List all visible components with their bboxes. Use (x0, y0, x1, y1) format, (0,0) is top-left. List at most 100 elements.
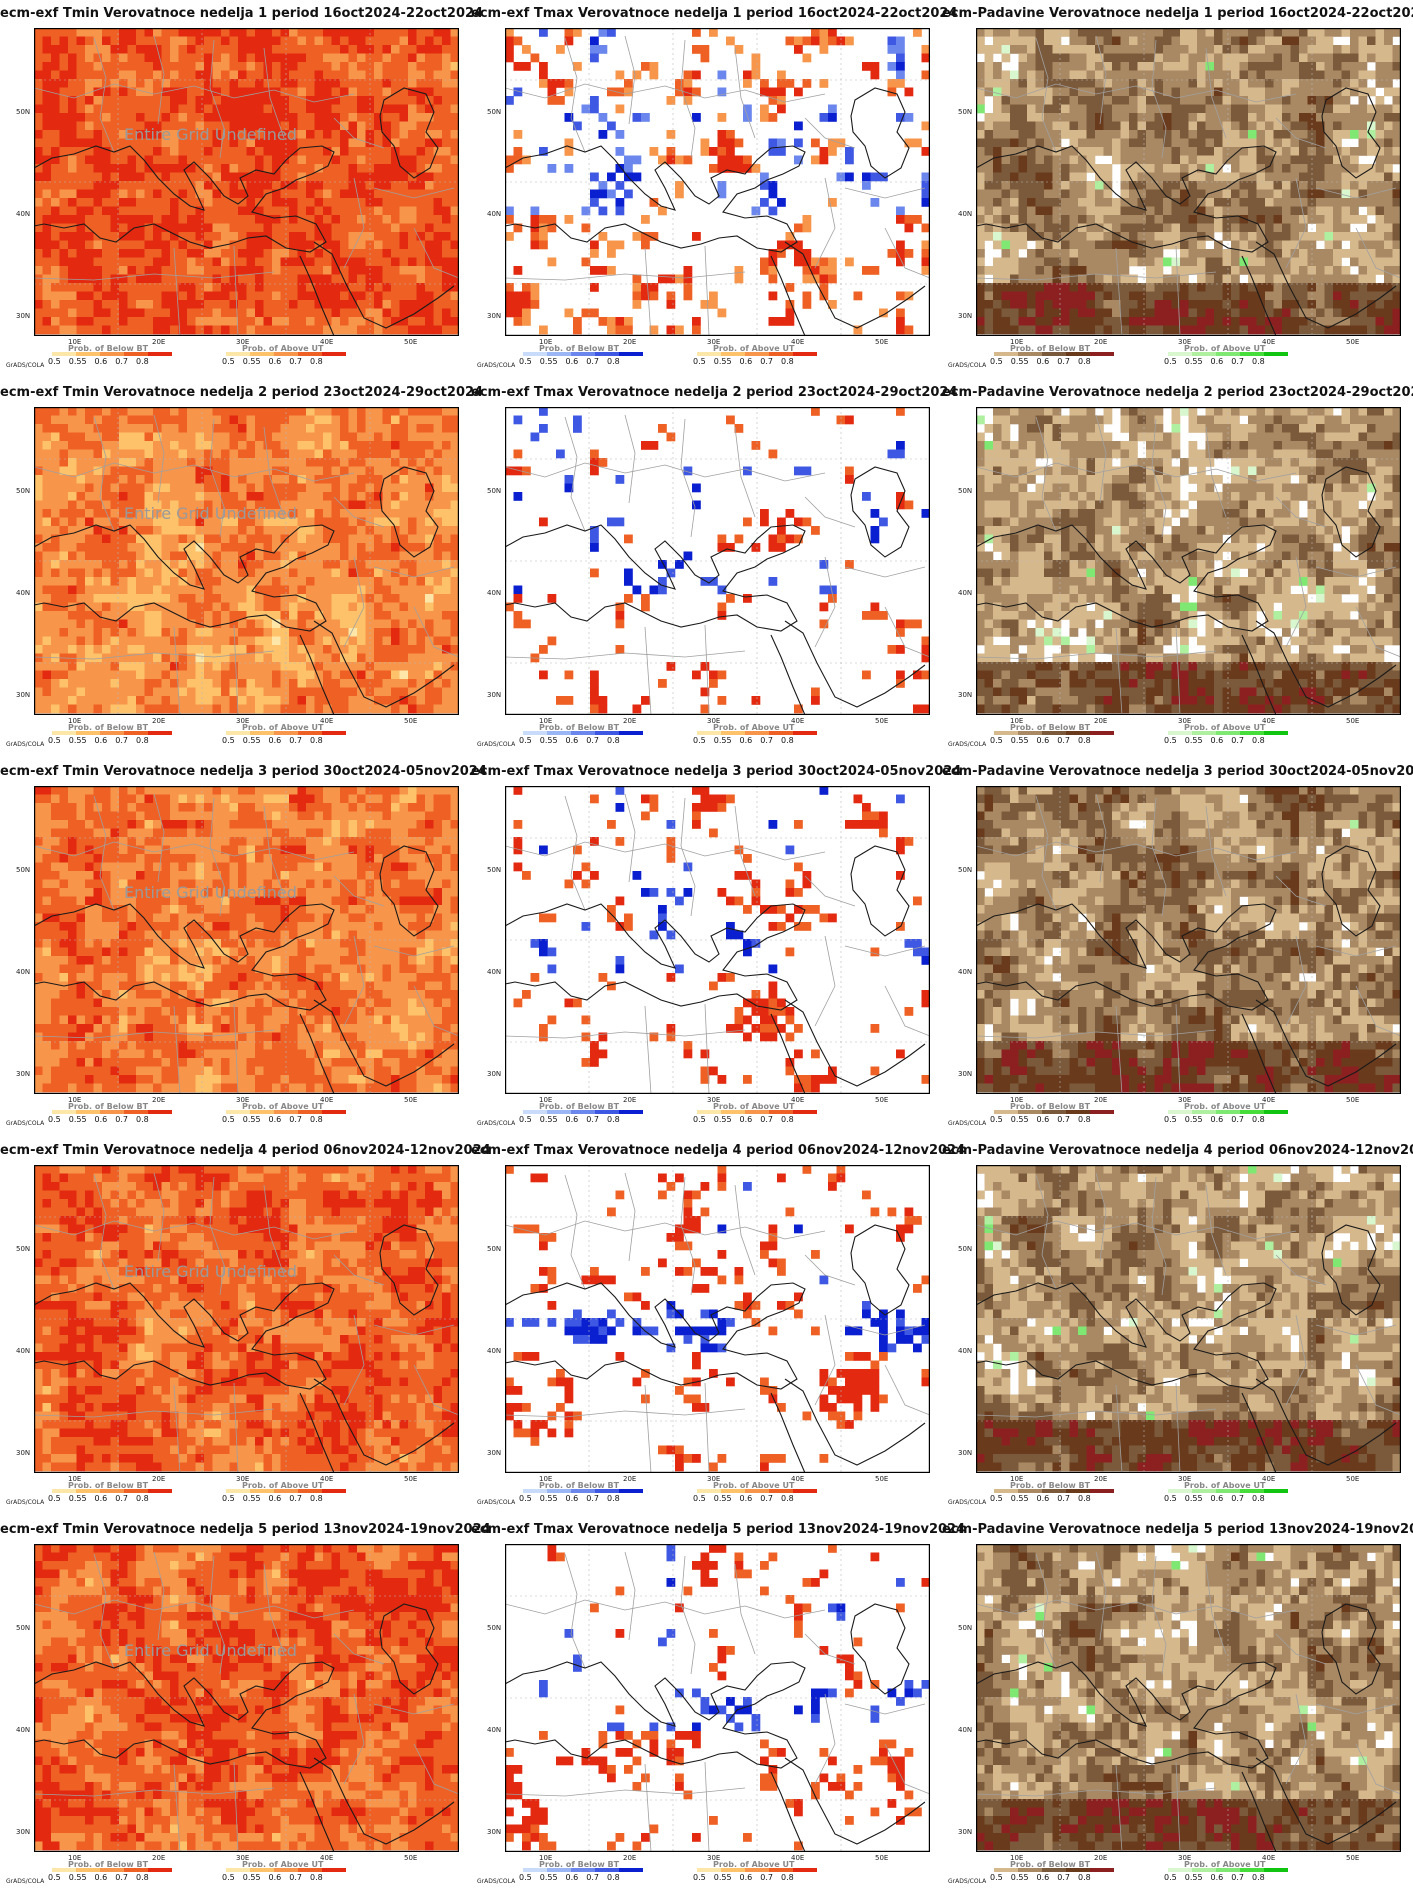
probability-cell (1333, 240, 1342, 250)
probability-cell (1052, 70, 1062, 80)
probability-cell (272, 96, 281, 105)
probability-cell (76, 215, 86, 224)
probability-cell (246, 113, 256, 122)
probability-cell (229, 475, 239, 484)
probability-cell (68, 87, 77, 97)
probability-cell (59, 551, 69, 561)
probability-cell (675, 87, 684, 97)
probability-cell (391, 28, 400, 37)
probability-cell (1384, 155, 1393, 165)
probability-cell (34, 317, 43, 326)
probability-cell (1137, 283, 1147, 292)
probability-cell (314, 206, 324, 216)
probability-cell (212, 36, 222, 46)
probability-cell (1214, 223, 1223, 233)
probability-cell (340, 155, 349, 165)
probability-cell (1384, 283, 1393, 292)
probability-cell (1367, 317, 1376, 326)
probability-cell (1222, 291, 1232, 301)
probability-cell (450, 424, 459, 433)
probability-cell (153, 189, 162, 199)
probability-cell (1112, 53, 1121, 63)
probability-cell (1350, 232, 1359, 241)
probability-cell (34, 551, 43, 561)
probability-cell (1248, 266, 1257, 275)
probability-cell (1018, 266, 1028, 275)
probability-cell (1282, 240, 1291, 250)
probability-cell (1069, 291, 1079, 301)
probability-cell (391, 432, 400, 442)
probability-cell (433, 475, 443, 484)
probability-cell (1248, 130, 1257, 139)
probability-cell (1231, 257, 1240, 267)
probability-cell (204, 232, 213, 241)
probability-cell (187, 164, 196, 173)
probability-cell (246, 449, 256, 459)
probability-cell (993, 138, 1002, 148)
probability-cell (42, 415, 52, 425)
probability-cell (1044, 198, 1053, 207)
probability-cell (1120, 325, 1130, 335)
probability-cell (442, 198, 451, 207)
probability-cell (391, 62, 400, 71)
probability-cell (1035, 206, 1045, 216)
probability-cell (1197, 62, 1206, 71)
probability-cell (1001, 53, 1011, 63)
probability-cell (1239, 79, 1249, 88)
probability-cell (1018, 198, 1028, 207)
probability-cell (229, 249, 239, 258)
probability-cell (513, 147, 523, 156)
probability-cell (1035, 283, 1045, 292)
probability-cell (1222, 121, 1232, 131)
probability-cell (1061, 308, 1070, 318)
probability-cell (127, 232, 137, 241)
probability-cell (153, 257, 162, 267)
probability-cell (178, 300, 188, 309)
probability-cell (976, 308, 985, 318)
probability-cell (1188, 240, 1198, 250)
probability-cell (1341, 206, 1351, 216)
probability-cell (34, 249, 43, 258)
probability-cell (1231, 283, 1240, 292)
probability-cell (802, 274, 812, 284)
probability-cell (59, 164, 69, 173)
probability-cell (984, 181, 994, 190)
probability-cell (340, 79, 349, 88)
probability-cell (641, 240, 650, 250)
probability-cell (238, 415, 247, 425)
probability-cell (433, 53, 443, 63)
probability-cell (408, 28, 417, 37)
probability-cell (34, 45, 43, 54)
probability-cell (178, 291, 188, 301)
probability-cell (408, 475, 417, 484)
probability-cell (1231, 206, 1240, 216)
probability-cell (1358, 147, 1368, 156)
probability-cell (306, 534, 315, 544)
probability-cell (110, 232, 120, 241)
probability-cell (921, 53, 930, 63)
probability-cell (34, 483, 43, 493)
probability-cell (408, 164, 417, 173)
probability-cell (1341, 215, 1351, 224)
probability-cell (1069, 189, 1079, 199)
probability-cell (811, 138, 820, 148)
probability-cell (450, 206, 459, 216)
latitude-tick-label: 50N (487, 108, 502, 116)
probability-cell (306, 543, 315, 552)
probability-cell (1027, 45, 1036, 54)
probability-cell (391, 53, 400, 63)
probability-cell (1273, 317, 1283, 326)
probability-cell (144, 45, 154, 54)
probability-cell (442, 164, 451, 173)
probability-cell (323, 432, 332, 442)
probability-cell (1273, 291, 1283, 301)
probability-cell (119, 87, 128, 97)
probability-cell (1095, 147, 1104, 156)
probability-cell (1129, 240, 1138, 250)
probability-cell (408, 300, 417, 309)
probability-cell (272, 138, 281, 148)
probability-cell (340, 28, 349, 37)
probability-cell (768, 96, 778, 105)
probability-cell (1120, 308, 1130, 318)
probability-cell (246, 240, 256, 250)
